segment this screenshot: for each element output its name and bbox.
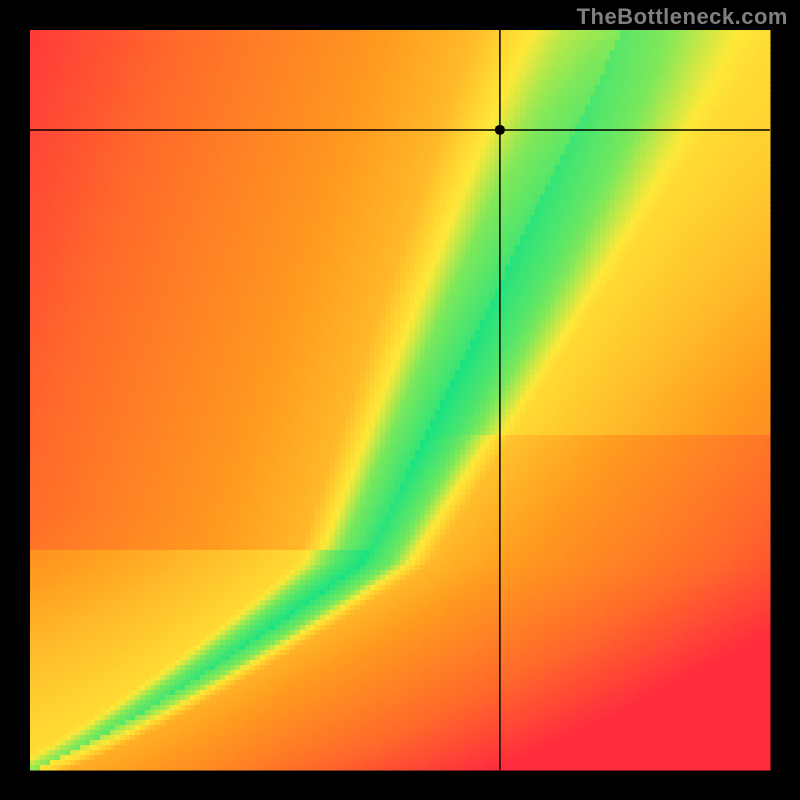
- watermark-label: TheBottleneck.com: [577, 4, 788, 30]
- bottleneck-heatmap: [0, 0, 800, 800]
